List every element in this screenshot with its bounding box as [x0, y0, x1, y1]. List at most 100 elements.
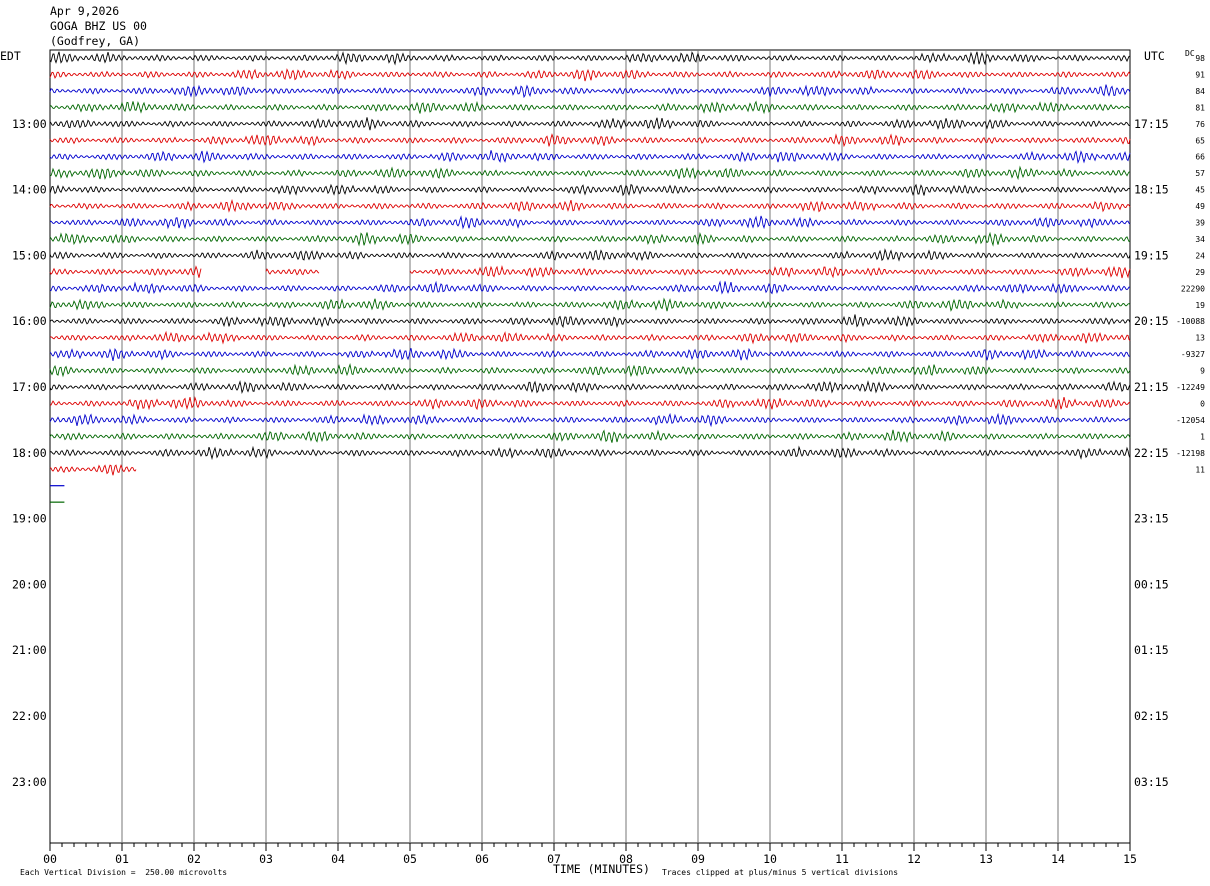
seismic-trace [49, 380, 1131, 394]
seismic-trace [49, 412, 1131, 428]
seismic-trace [49, 248, 1131, 262]
seismic-trace [49, 396, 1131, 411]
y-tick-label-edt: 23:00 [12, 775, 47, 789]
seismic-trace [49, 68, 1131, 82]
y-tick-label-utc: 03:15 [1134, 775, 1169, 789]
seismic-trace [49, 347, 1131, 361]
y-tick-label-edt: 20:00 [12, 577, 47, 591]
x-axis-title: TIME (MINUTES) [553, 862, 650, 876]
dc-offset-label: 49 [1195, 202, 1205, 211]
dc-offset-label: 0 [1200, 399, 1205, 408]
seismic-trace [49, 84, 1131, 99]
y-tick-label-utc: 20:15 [1134, 314, 1169, 328]
dc-offset-label: 13 [1195, 334, 1205, 343]
dc-offset-label: 34 [1195, 235, 1205, 244]
seismic-trace [49, 464, 137, 476]
y-tick-label-edt: 14:00 [12, 183, 47, 197]
dc-offset-label: 65 [1195, 136, 1205, 145]
dc-offset-label: -9327 [1181, 350, 1205, 359]
dc-offset-label: 84 [1195, 87, 1205, 96]
seismic-trace [49, 215, 1131, 230]
seismic-trace [49, 280, 1130, 295]
y-tick-label-utc: 22:15 [1134, 446, 1169, 460]
y-tick-label-utc: 18:15 [1134, 183, 1169, 197]
dc-offset-label: -12249 [1176, 383, 1205, 392]
y-tick-label-edt: 13:00 [12, 117, 47, 131]
left-timezone-label: EDT [0, 49, 21, 63]
x-tick-label: 13 [979, 852, 993, 866]
seismic-trace [49, 150, 1131, 165]
seismic-trace [49, 297, 1131, 312]
x-tick-label: 14 [1051, 852, 1065, 866]
x-tick-label: 03 [259, 852, 273, 866]
scale-note: Each Vertical Division = 250.00 microvol… [20, 868, 228, 877]
y-tick-label-edt: 17:00 [12, 380, 47, 394]
x-tick-label: 15 [1123, 852, 1137, 866]
y-tick-label-edt: 19:00 [12, 512, 47, 526]
seismic-trace [49, 231, 1131, 247]
seismic-trace [49, 183, 1131, 197]
seismic-trace [49, 314, 1131, 329]
x-tick-label: 08 [619, 852, 633, 866]
dc-offset-label: 66 [1195, 153, 1205, 162]
seismic-trace [49, 264, 1131, 279]
dc-offset-label: 24 [1195, 251, 1205, 260]
dc-offset-label: -12054 [1176, 416, 1205, 425]
clip-note: Traces clipped at plus/minus 5 vertical … [662, 868, 899, 877]
x-tick-label: 05 [403, 852, 417, 866]
dc-label: DC [1185, 49, 1195, 58]
dc-offset-label: 98 [1195, 54, 1205, 63]
seismic-trace [49, 429, 1131, 444]
x-tick-label: 10 [763, 852, 777, 866]
y-tick-label-utc: 19:15 [1134, 248, 1169, 262]
dc-offset-label: 76 [1195, 120, 1205, 129]
dc-offset-label: -12198 [1176, 449, 1205, 458]
y-tick-label-edt: 18:00 [12, 446, 47, 460]
y-tick-label-utc: 01:15 [1134, 643, 1169, 657]
seismic-trace [49, 51, 1131, 66]
header-location: (Godfrey, GA) [50, 34, 141, 48]
header-station: GOGA BHZ US 00 [50, 19, 147, 33]
x-tick-label: 07 [547, 852, 561, 866]
dc-offset-label: 57 [1195, 169, 1205, 178]
dc-offset-label: 19 [1195, 301, 1205, 310]
dc-offset-label: 9 [1200, 367, 1205, 376]
y-tick-label-edt: 22:00 [12, 709, 47, 723]
y-tick-label-utc: 23:15 [1134, 512, 1169, 526]
y-tick-label-utc: 17:15 [1134, 117, 1169, 131]
plot-frame [49, 49, 1131, 844]
seismic-trace [49, 117, 1131, 131]
dc-offset-label: 1 [1200, 432, 1205, 441]
x-tick-label: 04 [331, 852, 345, 866]
dc-offset-label: 29 [1195, 268, 1205, 277]
x-tick-label: 01 [115, 852, 129, 866]
dc-offset-label: 81 [1195, 103, 1205, 112]
y-tick-label-utc: 02:15 [1134, 709, 1169, 723]
seismic-trace [49, 445, 1131, 461]
x-tick-label: 00 [43, 852, 57, 866]
x-tick-label: 09 [691, 852, 705, 866]
y-tick-label-edt: 21:00 [12, 643, 47, 657]
x-tick-label: 11 [835, 852, 849, 866]
dc-offset-label: -10088 [1176, 317, 1205, 326]
x-tick-label: 02 [187, 852, 201, 866]
x-tick-label: 12 [907, 852, 921, 866]
y-tick-label-edt: 16:00 [12, 314, 47, 328]
y-tick-label-utc: 21:15 [1134, 380, 1169, 394]
x-tick-label: 06 [475, 852, 489, 866]
seismic-trace [49, 362, 1131, 378]
y-tick-label-utc: 00:15 [1134, 577, 1169, 591]
header-date: Apr 9,2026 [50, 4, 120, 18]
seismic-trace [49, 133, 1131, 148]
dc-offset-label: 45 [1195, 186, 1205, 195]
seismic-trace [49, 330, 1131, 345]
dc-offset-label: 11 [1195, 465, 1205, 474]
dc-offset-label: 91 [1195, 70, 1205, 79]
right-timezone-label: UTC [1144, 49, 1165, 63]
seismic-trace [49, 100, 1131, 115]
y-tick-label-edt: 15:00 [12, 248, 47, 262]
dc-offset-label: 39 [1195, 219, 1205, 228]
dc-offset-label: 22290 [1181, 284, 1205, 293]
seismic-trace [49, 165, 1131, 181]
